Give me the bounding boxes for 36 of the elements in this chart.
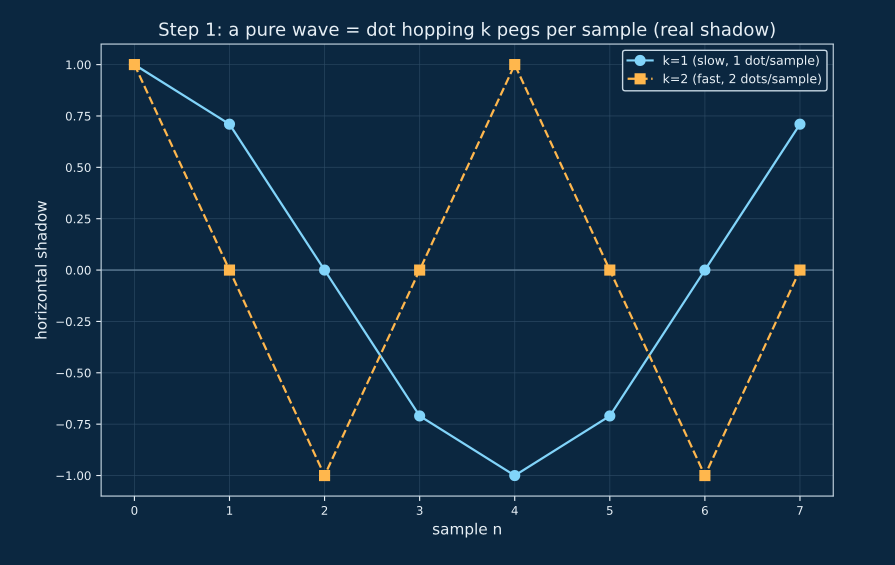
x-tick-label: 5 xyxy=(606,506,613,515)
point xyxy=(604,410,616,422)
point xyxy=(224,118,236,130)
legend-label: k=2 (fast, 2 dots/sample) xyxy=(664,74,821,86)
x-tick-label: 4 xyxy=(512,506,518,515)
point xyxy=(509,470,520,482)
y-tick-label: 0.00 xyxy=(66,266,91,275)
point xyxy=(224,264,236,276)
point xyxy=(319,264,330,276)
y-tick-label: −0.25 xyxy=(56,317,90,326)
x-tick-label: 7 xyxy=(797,506,803,515)
legend-label: k=1 (slow, 1 dot/sample) xyxy=(664,55,819,68)
y-tick-label: −0.75 xyxy=(56,420,90,429)
chart-title: Step 1: a pure wave = dot hopping k pegs per sample (real shadow) xyxy=(159,22,775,40)
y-axis-title: horizontal shadow xyxy=(34,200,47,338)
y-tick-label: 0.25 xyxy=(66,214,90,224)
x-axis-title: sample n xyxy=(432,522,501,538)
x-tick-label: 3 xyxy=(416,506,422,515)
point xyxy=(794,118,806,130)
point xyxy=(414,264,426,276)
point xyxy=(699,470,710,482)
x-tick-label: 2 xyxy=(322,506,328,515)
point xyxy=(699,264,710,276)
y-tick-label: 1.00 xyxy=(66,60,91,70)
point xyxy=(414,410,426,422)
point xyxy=(794,264,806,276)
y-tick-label: 0.75 xyxy=(66,112,90,121)
point xyxy=(604,264,616,276)
x-tick-label: 6 xyxy=(702,506,708,515)
x-tick-label: 0 xyxy=(131,506,138,515)
y-tick-label: −0.50 xyxy=(56,368,91,378)
x-tick-label: 1 xyxy=(227,506,232,515)
point xyxy=(319,470,330,482)
y-tick-label: 0.50 xyxy=(66,163,91,172)
y-tick-label: −1.00 xyxy=(56,471,91,480)
point xyxy=(509,59,520,70)
